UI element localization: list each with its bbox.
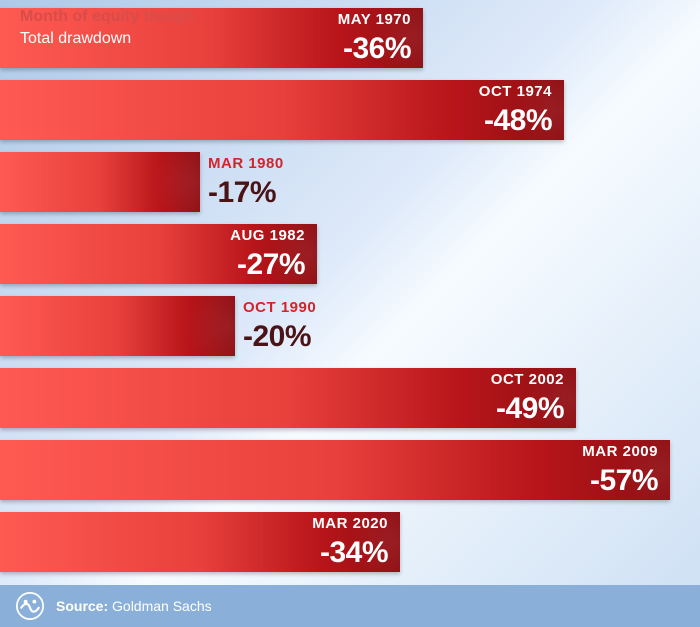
drawdown-bar-chart: MAY 1970 -36% OCT 1974 -48% MAR 1980 -17% AUG … xyxy=(0,0,700,627)
bar-date-label: MAR 1980 xyxy=(208,155,284,172)
bar: MAR 2009 -57% xyxy=(0,440,670,500)
bar-date-label: AUG 1982 xyxy=(230,227,305,244)
bar: MAY 1970 -36% xyxy=(0,8,423,68)
bar: OCT 2002 -49% xyxy=(0,368,576,428)
bar xyxy=(0,296,235,356)
bar-row: OCT 1990 -20% xyxy=(0,296,700,356)
bar-value-label: -27% xyxy=(237,248,305,282)
bars-container: MAY 1970 -36% OCT 1974 -48% MAR 1980 -17% AUG … xyxy=(0,8,700,584)
bar-value-label: -20% xyxy=(243,320,311,354)
bar-row: OCT 1974 -48% xyxy=(0,80,700,140)
bar-row: OCT 2002 -49% xyxy=(0,368,700,428)
bar-value-label: -48% xyxy=(484,104,552,138)
bar: OCT 1974 -48% xyxy=(0,80,564,140)
bar-date-label: MAY 1970 xyxy=(338,11,411,28)
bar: AUG 1982 -27% xyxy=(0,224,317,284)
bar-value-label: -34% xyxy=(320,536,388,570)
chart-footer: Source: Goldman Sachs xyxy=(0,585,700,627)
source-name: Goldman Sachs xyxy=(112,598,212,614)
bar-date-label: OCT 1974 xyxy=(479,83,552,100)
bar-row: MAR 2020 -34% xyxy=(0,512,700,572)
bar-row: AUG 1982 -27% xyxy=(0,224,700,284)
bar-date-label: OCT 2002 xyxy=(491,371,564,388)
bar-date-label: MAR 2009 xyxy=(582,443,658,460)
source-logo-icon xyxy=(16,592,44,620)
bar-value-label: -17% xyxy=(208,176,276,210)
bar: MAR 2020 -34% xyxy=(0,512,400,572)
bar-value-label: -49% xyxy=(496,392,564,426)
source-text: Source: Goldman Sachs xyxy=(56,598,212,614)
bar-value-label: -57% xyxy=(590,464,658,498)
bar-row: MAY 1970 -36% xyxy=(0,8,700,68)
bar-value-label: -36% xyxy=(343,32,411,66)
source-prefix: Source: xyxy=(56,598,108,614)
bar-date-label: MAR 2020 xyxy=(312,515,388,532)
bar xyxy=(0,152,200,212)
bar-date-label: OCT 1990 xyxy=(243,299,316,316)
bar-row: MAR 1980 -17% xyxy=(0,152,700,212)
bar-row: MAR 2009 -57% xyxy=(0,440,700,500)
